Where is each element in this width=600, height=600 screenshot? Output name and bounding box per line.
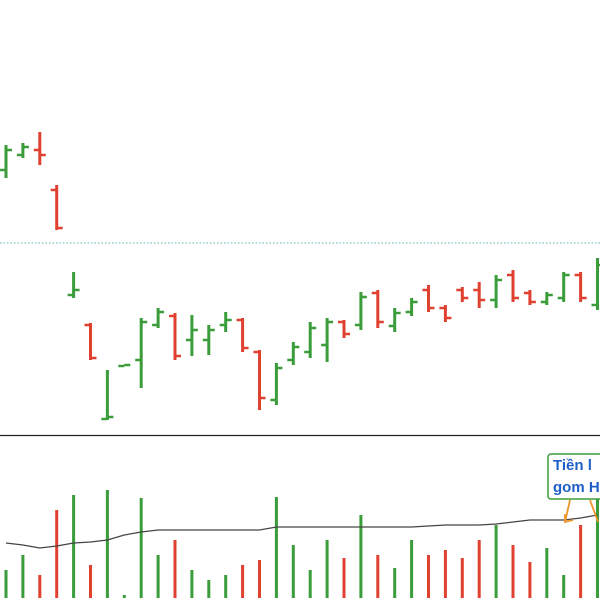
annotation-arrow <box>589 499 599 523</box>
volume-bar <box>342 558 346 598</box>
volume-bar <box>55 510 59 598</box>
volume-bar <box>122 595 126 598</box>
volume-bar <box>393 568 397 598</box>
volume-bar <box>410 540 414 598</box>
volume-bar <box>207 580 211 598</box>
volume-bar <box>190 570 194 598</box>
volume-bar <box>325 540 329 598</box>
volume-bar <box>105 490 109 598</box>
volume-bar <box>139 498 143 598</box>
volume-bar <box>308 570 312 598</box>
annotation-arrowhead <box>564 514 574 524</box>
volume-bar <box>545 548 549 598</box>
volume-bar <box>291 545 295 598</box>
volume-bar <box>224 575 228 598</box>
volume-bar <box>241 565 245 598</box>
volume-bar <box>443 550 447 598</box>
volume-bar <box>258 560 261 598</box>
volume-ma-line <box>5 514 598 549</box>
volume-bar <box>579 525 583 598</box>
volume-bar <box>494 525 498 598</box>
volume-bar <box>460 558 464 598</box>
volume-bar <box>38 575 42 598</box>
volume-bar <box>156 555 160 598</box>
volume-bar <box>427 555 430 598</box>
volume-bar <box>376 555 380 598</box>
volume-bar <box>173 540 177 598</box>
volume-bar <box>528 562 532 598</box>
volume-bar <box>21 555 25 598</box>
annotation-box <box>547 453 600 500</box>
volume-bar <box>359 515 363 598</box>
volume-bar <box>274 497 278 598</box>
volume-bar <box>4 570 8 598</box>
volume-bar <box>596 460 599 598</box>
volume-bar <box>89 565 92 598</box>
volume-bar <box>477 540 481 598</box>
annotation-text: Tiền l <box>553 457 592 474</box>
volume-bar <box>72 495 76 598</box>
volume-bar <box>562 575 566 598</box>
annotation-text: gom H <box>553 479 600 496</box>
volume-bar <box>511 545 515 598</box>
